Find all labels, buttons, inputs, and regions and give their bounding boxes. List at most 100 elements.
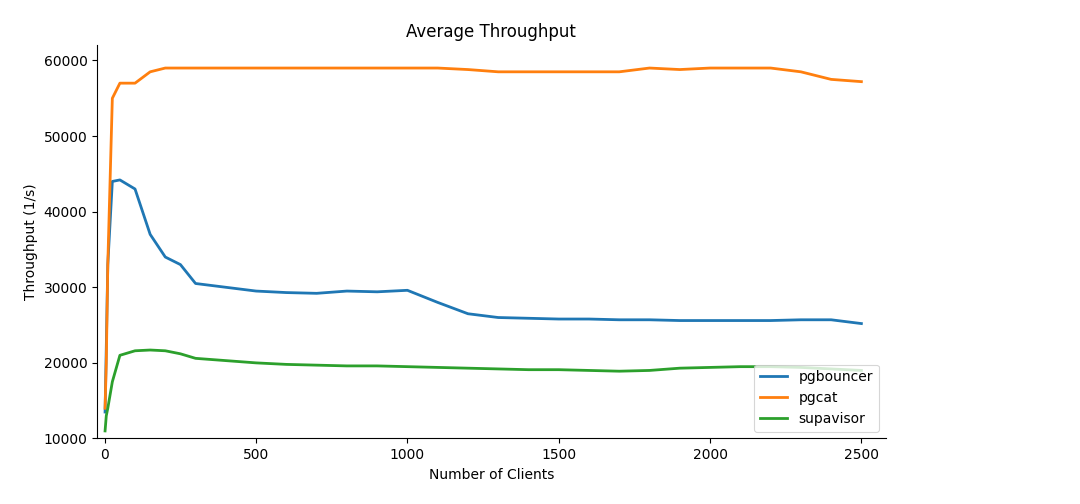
Title: Average Throughput: Average Throughput [406, 23, 577, 41]
pgbouncer [106, 178, 119, 184]
pgcat [370, 65, 383, 71]
pgbouncer [643, 317, 656, 323]
supavisor [129, 348, 141, 354]
supavisor [582, 367, 595, 373]
pgcat [102, 262, 114, 268]
pgbouncer [98, 409, 111, 415]
supavisor [102, 405, 114, 411]
supavisor [765, 363, 778, 369]
supavisor [795, 364, 808, 370]
pgcat [795, 69, 808, 75]
pgbouncer [370, 289, 383, 295]
pgcat [174, 65, 187, 71]
supavisor [370, 363, 383, 369]
supavisor [855, 367, 868, 373]
pgcat [552, 69, 565, 75]
pgbouncer [401, 287, 414, 293]
supavisor [189, 355, 202, 361]
pgbouncer [113, 177, 126, 183]
pgbouncer [189, 280, 202, 286]
supavisor [106, 379, 119, 385]
Line: pgcat: pgcat [105, 68, 862, 408]
supavisor [612, 368, 625, 374]
Y-axis label: Throughput (1/s): Throughput (1/s) [24, 183, 38, 300]
pgcat [673, 67, 686, 73]
pgbouncer [855, 321, 868, 327]
pgbouncer [174, 262, 187, 268]
pgcat [643, 65, 656, 71]
supavisor [174, 351, 187, 357]
pgbouncer [280, 289, 293, 295]
supavisor [99, 413, 112, 419]
pgbouncer [795, 317, 808, 323]
supavisor [310, 362, 323, 368]
pgcat [310, 65, 323, 71]
supavisor [552, 366, 565, 372]
pgcat [612, 69, 625, 75]
Line: pgbouncer: pgbouncer [105, 180, 862, 412]
pgbouncer [673, 318, 686, 324]
supavisor [144, 347, 157, 353]
pgcat [825, 76, 838, 82]
pgcat [249, 65, 262, 71]
pgbouncer [219, 284, 232, 290]
pgcat [280, 65, 293, 71]
pgbouncer [310, 290, 323, 296]
pgbouncer [582, 316, 595, 322]
pgbouncer [144, 231, 157, 237]
supavisor [98, 428, 111, 434]
supavisor [431, 364, 444, 370]
supavisor [643, 367, 656, 373]
pgbouncer [129, 186, 141, 192]
pgbouncer [612, 317, 625, 323]
supavisor [491, 366, 504, 372]
pgbouncer [522, 316, 535, 322]
pgcat [401, 65, 414, 71]
supavisor [280, 361, 293, 367]
pgbouncer [249, 288, 262, 294]
pgcat [582, 69, 595, 75]
supavisor [219, 358, 232, 364]
supavisor [401, 363, 414, 369]
supavisor [733, 363, 746, 369]
pgcat [522, 69, 535, 75]
supavisor [159, 348, 172, 354]
pgbouncer [431, 299, 444, 305]
pgcat [106, 95, 119, 101]
supavisor [673, 365, 686, 371]
supavisor [113, 352, 126, 358]
pgbouncer [159, 254, 172, 260]
pgcat [703, 65, 716, 71]
pgcat [113, 80, 126, 86]
supavisor [461, 365, 474, 371]
pgcat [340, 65, 353, 71]
pgcat [99, 360, 112, 366]
pgbouncer [552, 316, 565, 322]
pgcat [431, 65, 444, 71]
pgbouncer [765, 318, 778, 324]
pgcat [219, 65, 232, 71]
supavisor [703, 364, 716, 370]
pgcat [855, 79, 868, 85]
supavisor [522, 366, 535, 372]
pgbouncer [703, 318, 716, 324]
Line: supavisor: supavisor [105, 350, 862, 431]
pgbouncer [340, 288, 353, 294]
pgbouncer [102, 262, 114, 268]
Legend: pgbouncer, pgcat, supavisor: pgbouncer, pgcat, supavisor [754, 364, 879, 431]
supavisor [825, 366, 838, 372]
pgbouncer [461, 310, 474, 317]
pgbouncer [733, 318, 746, 324]
pgcat [491, 69, 504, 75]
pgcat [189, 65, 202, 71]
pgbouncer [491, 314, 504, 321]
supavisor [249, 360, 262, 366]
pgcat [98, 405, 111, 411]
pgbouncer [825, 317, 838, 323]
pgcat [144, 69, 157, 75]
pgbouncer [99, 345, 112, 351]
pgcat [733, 65, 746, 71]
pgcat [461, 67, 474, 73]
pgcat [129, 80, 141, 86]
pgcat [159, 65, 172, 71]
